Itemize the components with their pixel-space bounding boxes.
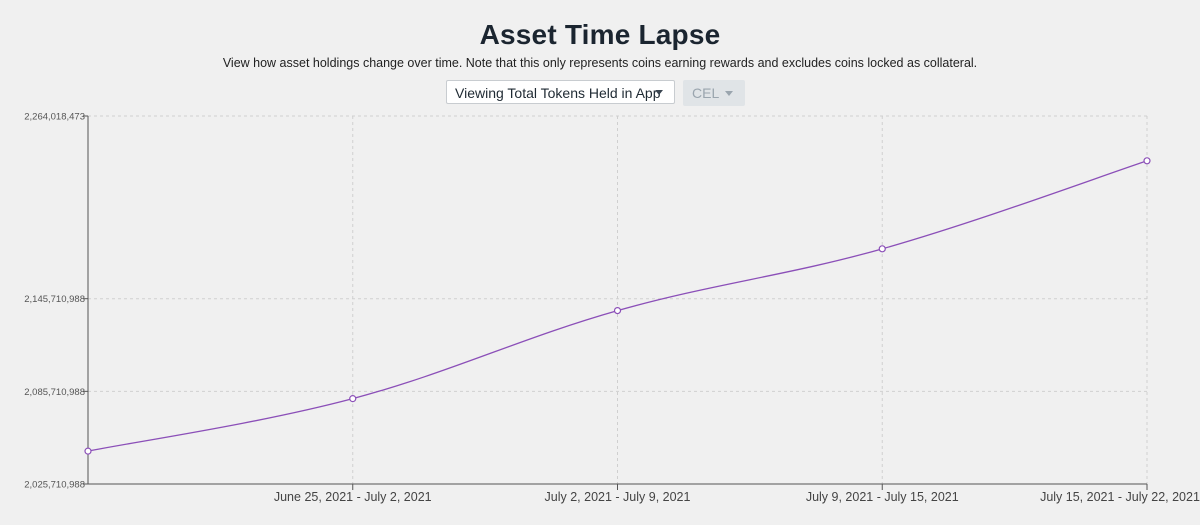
x-tick-label: July 2, 2021 - July 9, 2021 xyxy=(545,490,691,504)
view-select[interactable]: Viewing Total Tokens Held in App xyxy=(446,80,675,104)
caret-down-icon xyxy=(655,90,663,95)
page-subtitle: View how asset holdings change over time… xyxy=(222,56,978,70)
x-tick-label: July 9, 2021 - July 15, 2021 xyxy=(806,490,959,504)
chart-controls: Viewing Total Tokens Held in App CEL xyxy=(0,80,1200,106)
data-point xyxy=(1143,157,1151,165)
page-title: Asset Time Lapse xyxy=(479,19,721,50)
series-line xyxy=(87,160,1148,452)
x-tick-label: June 25, 2021 - July 2, 2021 xyxy=(274,490,432,504)
data-point xyxy=(349,395,357,403)
y-tick-label: 2,025,710,988 xyxy=(24,480,85,491)
y-tick-label: 2,085,710,988 xyxy=(24,387,85,398)
coin-select[interactable]: CEL xyxy=(683,80,745,106)
y-tick-label: 2,145,710,988 xyxy=(24,294,85,305)
view-select-value: Viewing Total Tokens Held in App xyxy=(455,85,661,101)
data-point xyxy=(84,447,92,455)
caret-down-icon xyxy=(725,91,733,96)
y-tick-label: 2,264,018,473 xyxy=(24,112,85,123)
x-tick-label: July 15, 2021 - July 22, 2021 xyxy=(1040,490,1200,504)
data-point xyxy=(878,245,886,253)
coin-select-value: CEL xyxy=(692,85,720,101)
data-point xyxy=(613,307,622,315)
